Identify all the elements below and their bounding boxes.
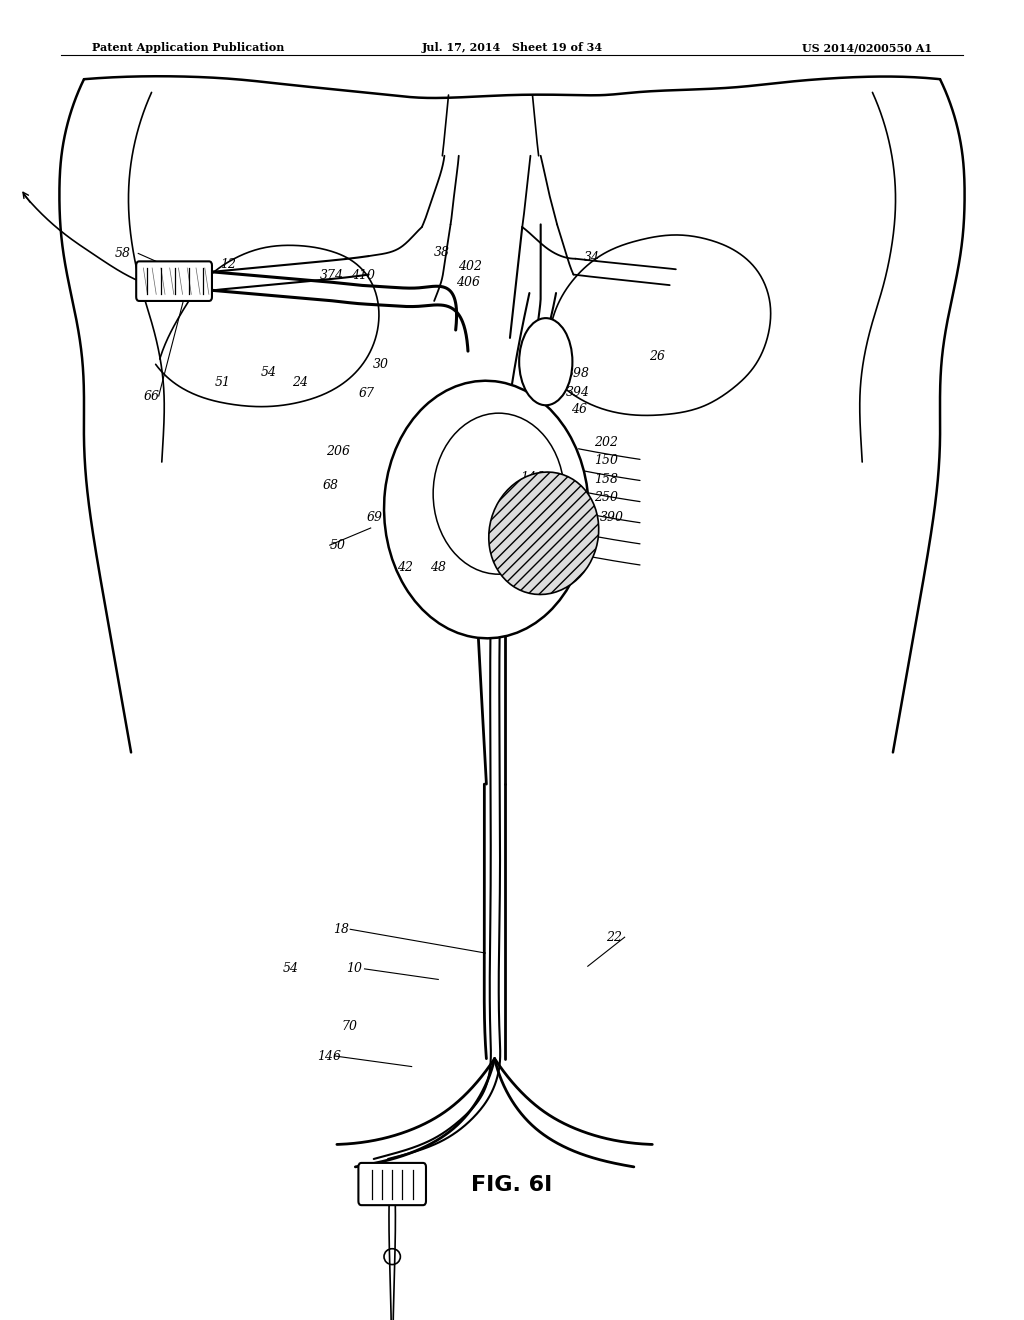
Text: 394: 394 — [566, 385, 590, 399]
Text: 18: 18 — [333, 923, 349, 936]
Text: 51: 51 — [215, 376, 231, 389]
Text: 146: 146 — [520, 471, 544, 484]
Text: 12: 12 — [220, 257, 237, 271]
Text: 70: 70 — [341, 1020, 357, 1034]
Text: 10: 10 — [346, 962, 362, 975]
Text: 150: 150 — [594, 454, 617, 467]
Text: 54: 54 — [283, 962, 299, 975]
Text: 30: 30 — [373, 358, 389, 371]
Text: 46: 46 — [571, 403, 588, 416]
Text: 374: 374 — [319, 269, 343, 282]
Text: 146: 146 — [317, 1049, 341, 1063]
Text: 42: 42 — [397, 561, 414, 574]
Text: 54: 54 — [261, 366, 278, 379]
Text: 22: 22 — [606, 931, 623, 944]
Text: US 2014/0200550 A1: US 2014/0200550 A1 — [802, 42, 932, 53]
Text: 158: 158 — [594, 473, 617, 486]
Text: 34: 34 — [584, 251, 600, 264]
Text: 202: 202 — [594, 436, 617, 449]
Text: 26: 26 — [649, 350, 666, 363]
Text: FIG. 6I: FIG. 6I — [471, 1175, 553, 1196]
Text: 50: 50 — [330, 539, 346, 552]
Text: 402: 402 — [458, 260, 481, 273]
Text: Jul. 17, 2014   Sheet 19 of 34: Jul. 17, 2014 Sheet 19 of 34 — [422, 42, 602, 53]
Ellipse shape — [519, 318, 572, 405]
Ellipse shape — [384, 380, 589, 639]
Text: 48: 48 — [430, 561, 446, 574]
Text: 142: 142 — [524, 519, 548, 532]
Text: 67: 67 — [358, 387, 375, 400]
Text: 206: 206 — [326, 445, 349, 458]
Text: 410: 410 — [351, 269, 375, 282]
FancyBboxPatch shape — [136, 261, 212, 301]
Text: 58: 58 — [115, 247, 131, 260]
Ellipse shape — [488, 473, 599, 594]
Text: 69: 69 — [367, 511, 383, 524]
Text: 250: 250 — [594, 491, 617, 504]
Text: 66: 66 — [143, 389, 160, 403]
Text: 398: 398 — [566, 367, 590, 380]
Text: 24: 24 — [292, 376, 308, 389]
Text: 406: 406 — [456, 276, 479, 289]
Text: Patent Application Publication: Patent Application Publication — [92, 42, 285, 53]
Text: 68: 68 — [323, 479, 339, 492]
FancyBboxPatch shape — [358, 1163, 426, 1205]
Text: 390: 390 — [600, 511, 624, 524]
Text: 38: 38 — [434, 246, 451, 259]
